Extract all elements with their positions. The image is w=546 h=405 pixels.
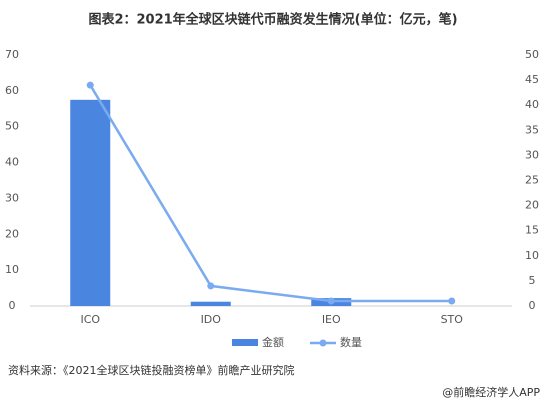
y-tick-label: 20	[5, 227, 19, 240]
bar	[70, 99, 111, 306]
y-tick-label: 70	[5, 48, 19, 61]
x-tick-label: IEO	[322, 313, 341, 326]
y2-tick-label: 45	[525, 73, 539, 86]
point	[207, 282, 215, 290]
y-tick-label: 40	[5, 156, 19, 169]
credit: @前瞻经济学人APP	[442, 385, 540, 399]
source: 资料来源：《2021全球区块链投融资榜单》前瞻产业研究院	[8, 363, 295, 377]
point	[448, 297, 456, 305]
x-tick-label: STO	[441, 313, 464, 326]
y-tick-label: 50	[5, 120, 19, 133]
point	[327, 297, 335, 305]
y2-tick-label: 15	[525, 224, 539, 237]
legend-label: 金额	[262, 335, 284, 349]
y-tick-label: 10	[5, 263, 19, 276]
y2-tick-label: 25	[525, 174, 539, 187]
x-tick-label: IDO	[201, 313, 222, 326]
y-tick-label: 60	[5, 84, 19, 97]
chart-title: 图表2：2021年全球区块链代币融资发生情况(单位：亿元，笔)	[88, 12, 457, 28]
y2-tick-label: 0	[529, 299, 536, 312]
point	[86, 81, 94, 89]
legend-label: 数量	[340, 336, 362, 349]
y-tick-label: 30	[5, 191, 19, 204]
line	[89, 84, 452, 303]
x-tick-label: ICO	[80, 313, 100, 326]
y2-tick-label: 40	[525, 98, 539, 111]
y-tick-label: 0	[9, 299, 16, 312]
legend-swatch	[319, 339, 327, 347]
y2-tick-label: 50	[525, 48, 539, 61]
y2-tick-label: 10	[525, 249, 539, 262]
bar	[190, 301, 231, 306]
y2-tick-label: 30	[525, 148, 539, 161]
y2-tick-label: 35	[525, 123, 539, 136]
y2-tick-label: 20	[525, 199, 539, 212]
y2-tick-label: 5	[529, 274, 536, 287]
legend-swatch	[232, 339, 258, 346]
